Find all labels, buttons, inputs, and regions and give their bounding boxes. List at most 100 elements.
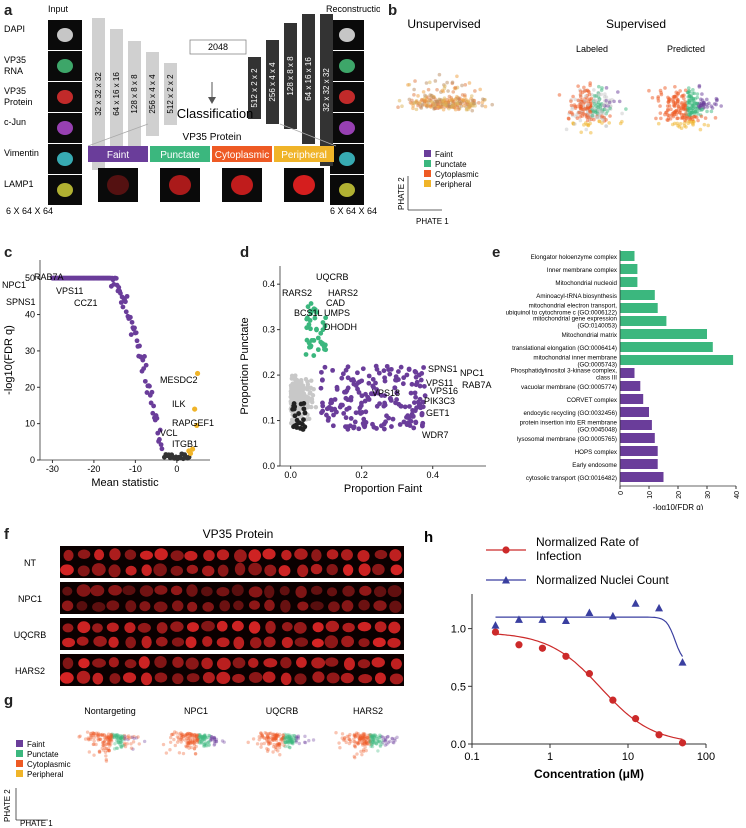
phate-point — [592, 117, 596, 122]
g-point — [283, 739, 287, 743]
legend-swatch — [424, 170, 431, 177]
e-xtick-label: 10 — [647, 491, 654, 499]
d-point-faint — [341, 410, 347, 416]
f-cell — [171, 637, 185, 647]
f-cell — [248, 586, 263, 598]
legend-swatch — [424, 160, 431, 167]
g-point — [294, 738, 299, 743]
phate-point — [607, 100, 612, 105]
g-point — [362, 742, 367, 746]
g-point — [274, 735, 278, 739]
phate-point — [586, 102, 591, 107]
g-point — [287, 736, 291, 741]
channel-label: VP35 RNA — [4, 55, 26, 76]
g-point — [360, 736, 364, 740]
g-point — [393, 738, 397, 743]
f-cell — [280, 672, 292, 686]
g-point — [290, 739, 295, 744]
g-point — [183, 733, 188, 737]
d-point-faint — [417, 401, 423, 407]
e-term-label: Mitochondrial nucleoid — [555, 280, 617, 287]
f-cell — [77, 621, 91, 634]
g-point — [370, 744, 375, 749]
f-cell — [92, 672, 104, 685]
f-cell — [106, 600, 120, 611]
decoder-layer — [248, 57, 261, 119]
g-point — [380, 742, 384, 746]
d-point-faint — [412, 390, 418, 396]
g-point — [91, 742, 96, 747]
g-point — [281, 733, 285, 737]
g-point — [291, 741, 295, 745]
g-point — [200, 738, 204, 742]
g-point — [188, 738, 193, 742]
g-point — [378, 744, 383, 749]
phate-point — [400, 104, 404, 108]
d-point-faint — [359, 393, 365, 399]
g-point — [116, 737, 120, 741]
g-point — [289, 738, 294, 742]
d-point-faint — [373, 363, 379, 369]
e-bar — [620, 251, 635, 261]
g-point — [273, 736, 278, 741]
phate-point — [445, 80, 449, 85]
g-point — [112, 733, 116, 737]
g-point — [393, 737, 397, 741]
g-point — [119, 734, 123, 738]
g-point — [168, 740, 173, 744]
g-point — [271, 738, 275, 742]
g-point — [359, 736, 364, 741]
g-point — [106, 738, 111, 742]
channel-label: DAPI — [4, 24, 25, 34]
phate-point — [582, 85, 586, 90]
g-point — [107, 741, 111, 746]
g-axis-y-label: PHATE 2 — [3, 789, 12, 822]
d-point-faint — [318, 385, 324, 391]
g-point — [280, 740, 285, 744]
g-point — [367, 739, 372, 743]
f-cell — [76, 636, 89, 646]
g-point — [353, 744, 357, 748]
g-point — [290, 740, 295, 744]
f-cell — [76, 601, 88, 611]
input-tile-cell — [57, 183, 73, 197]
g-point — [207, 739, 211, 744]
f-cell — [185, 636, 197, 649]
d-gene-label: HARS2 — [328, 288, 358, 298]
g-point — [189, 732, 193, 737]
b-axis-x-label: PHATE 1 — [416, 217, 449, 226]
g-point — [361, 748, 366, 752]
g-point — [102, 733, 106, 737]
phate-point — [678, 108, 683, 113]
d-point-faint — [340, 371, 346, 377]
g-point — [134, 736, 139, 740]
g-point — [278, 753, 282, 757]
class-image-cell — [107, 175, 129, 195]
g-point — [193, 752, 198, 756]
g-point — [376, 749, 380, 753]
g-point — [362, 739, 367, 744]
text-line: Inner membrane complex — [547, 267, 618, 274]
g-point — [296, 735, 300, 739]
e-bar — [620, 277, 638, 287]
g-point — [374, 742, 379, 746]
g-point — [383, 735, 388, 740]
phate-point — [620, 111, 624, 116]
d-point-punctate — [318, 330, 324, 336]
f-cell — [312, 671, 325, 683]
f-cell — [374, 549, 388, 560]
decoder-layer — [266, 40, 279, 124]
d-point-faint — [420, 399, 426, 405]
phate-point — [586, 115, 591, 119]
c-gene-label: RAPGEF1 — [172, 418, 214, 428]
f-cell — [155, 636, 168, 647]
d-point-punctate — [304, 325, 310, 331]
g-point — [185, 732, 189, 736]
g-point — [378, 740, 382, 744]
g-point — [190, 740, 194, 744]
phate-point — [412, 101, 417, 105]
d-xlabel: Proportion Faint — [344, 483, 422, 495]
text-line: RNA — [4, 66, 23, 76]
g-point — [286, 733, 290, 737]
g-point — [103, 746, 107, 751]
